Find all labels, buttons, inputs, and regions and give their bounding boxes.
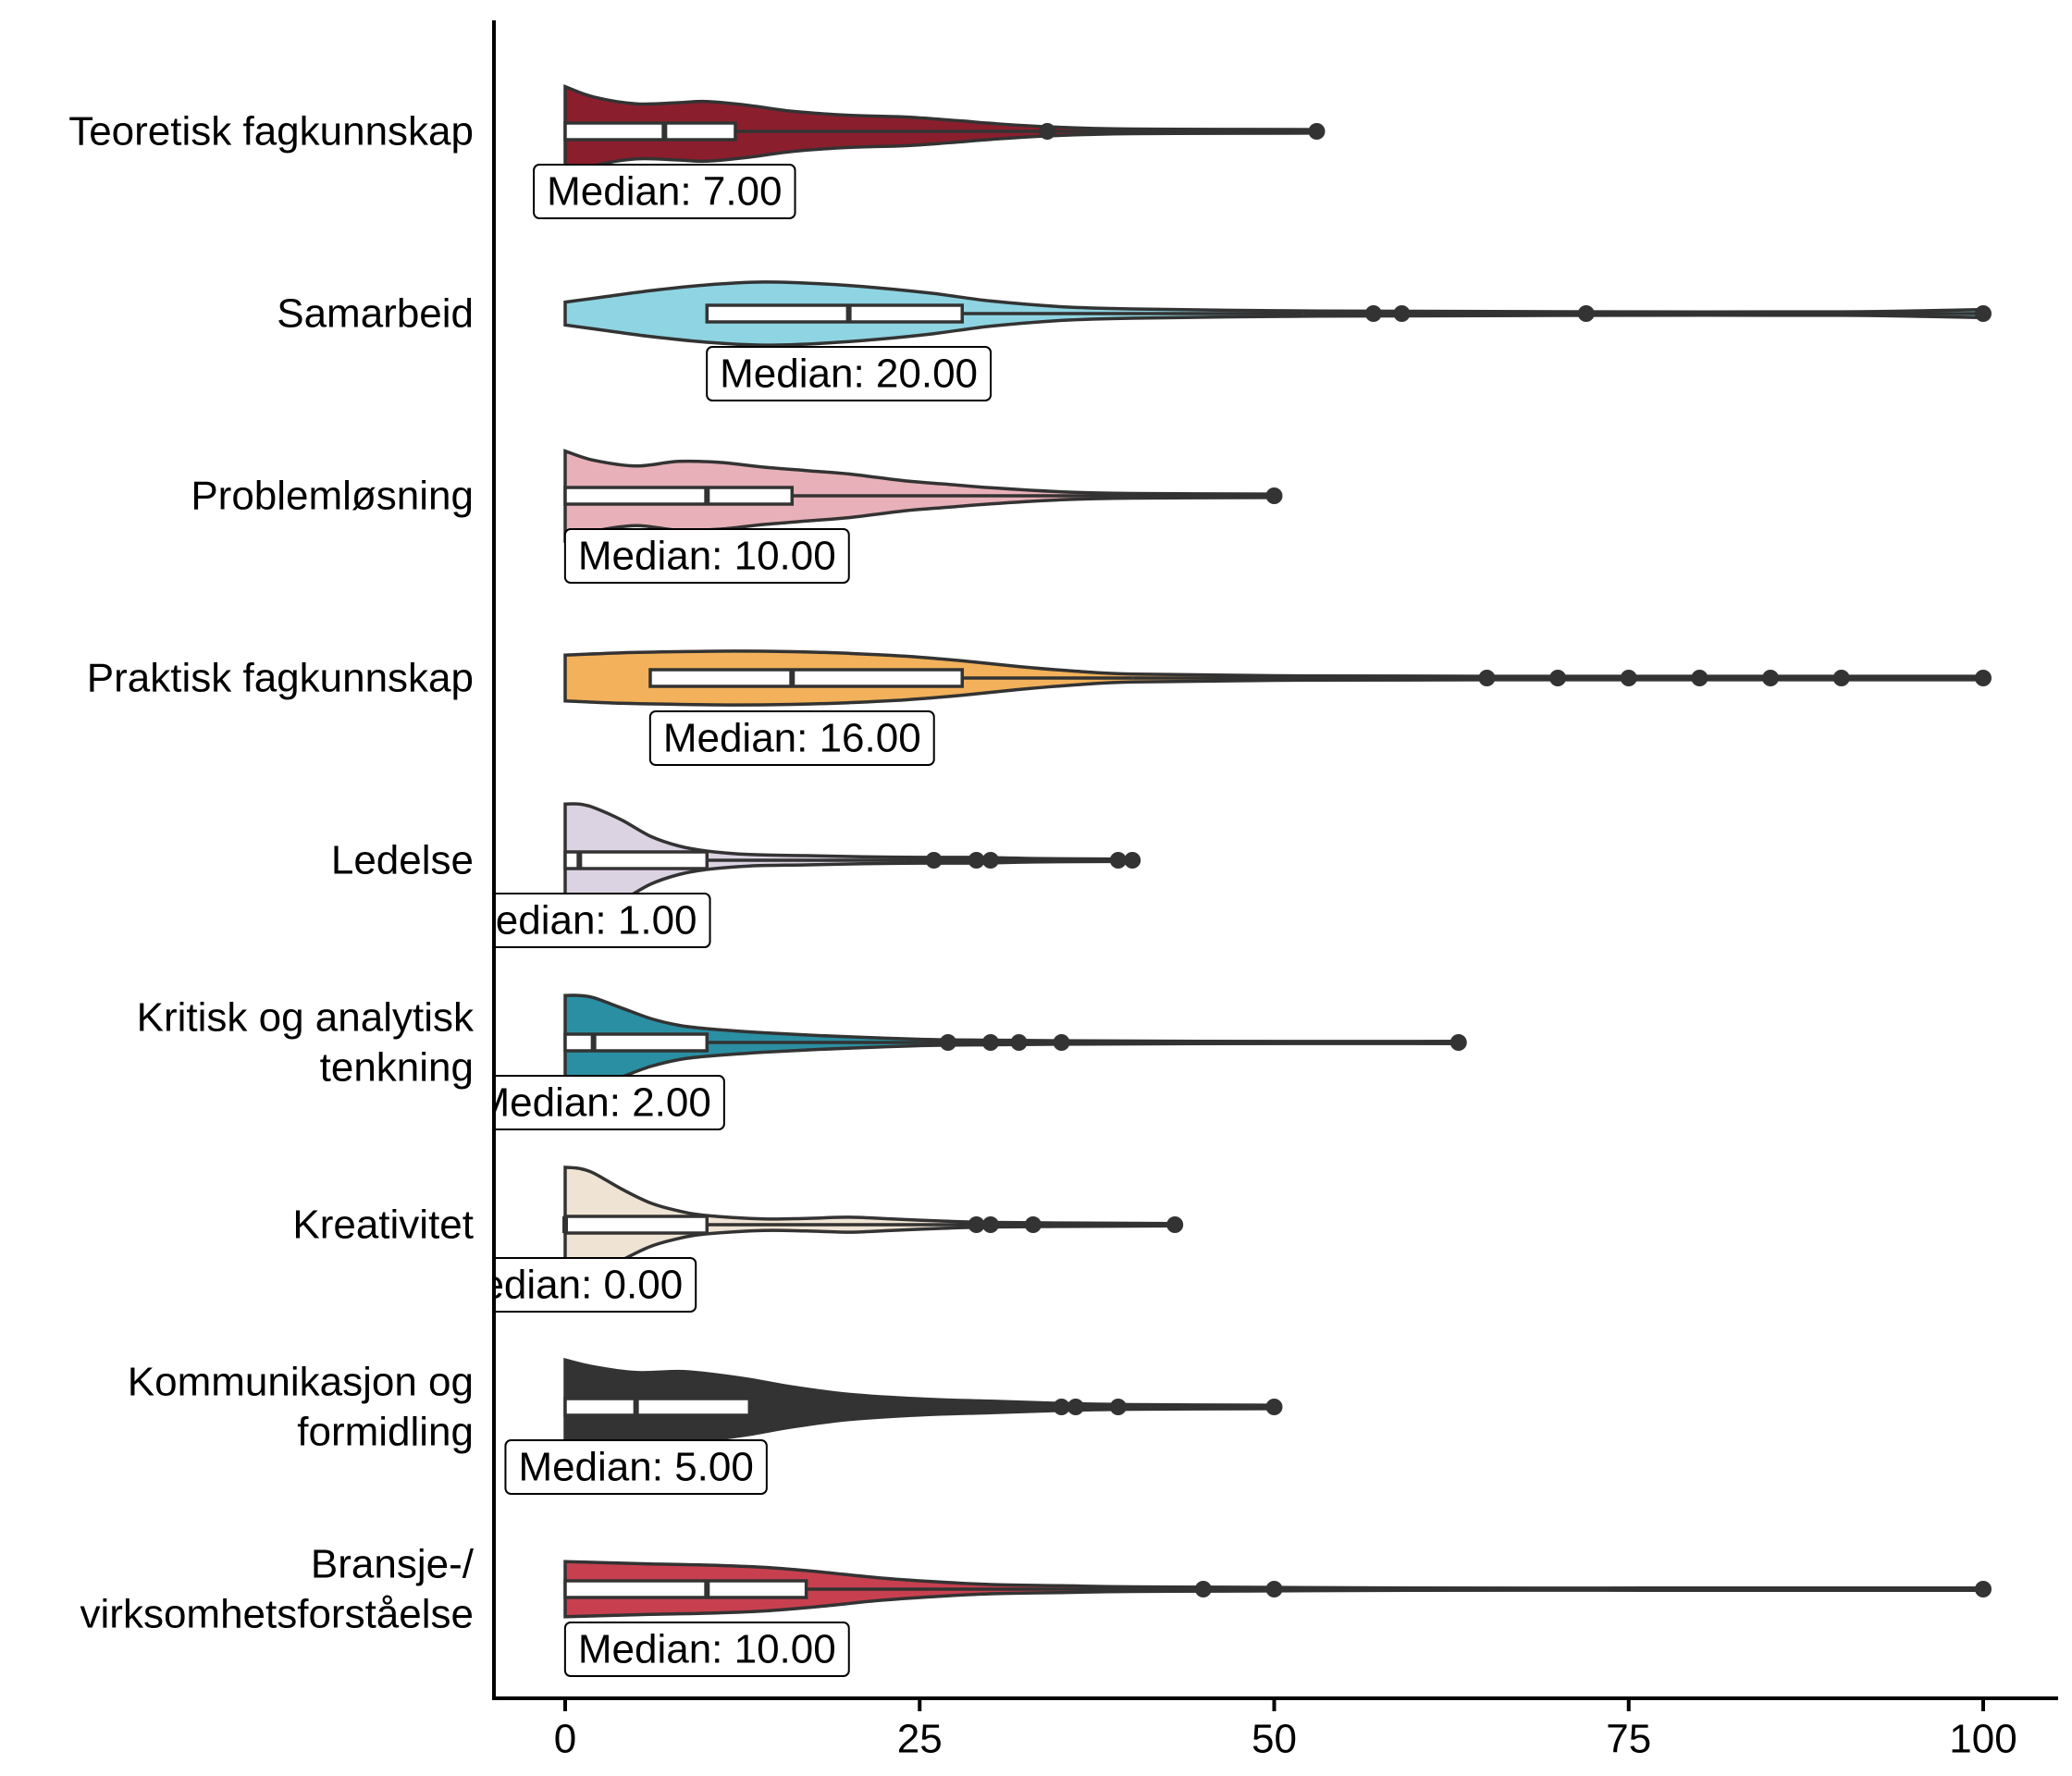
outlier-point <box>1265 487 1283 504</box>
median-label-box <box>648 710 935 766</box>
outlier-point <box>1308 123 1326 140</box>
iqr-box <box>563 1215 709 1235</box>
outlier-point <box>968 852 985 869</box>
median-label-text: Median: 1.00 <box>462 898 697 944</box>
median-label: Median: 20.00 <box>706 346 993 401</box>
category-label: Samarbeid <box>277 291 474 337</box>
x-axis: 0 25 50 75 100 <box>494 1696 2058 1762</box>
category-label: Ledelse <box>331 838 474 883</box>
outlier-point <box>1166 1216 1184 1233</box>
violins-layer <box>562 84 1992 1619</box>
outlier-point <box>968 1216 985 1233</box>
outlier-point <box>1975 305 1992 322</box>
iqr-box <box>563 1032 709 1053</box>
category-label: virksomhetsforståelse <box>80 1592 474 1637</box>
left-mask <box>0 0 494 1776</box>
outlier-point <box>1024 1216 1042 1233</box>
outlier-point <box>1975 670 1992 686</box>
x-tick-label: 100 <box>1949 1717 2016 1762</box>
outlier-point <box>1832 670 1850 686</box>
outlier-point <box>1364 305 1382 322</box>
x-tick-label: 0 <box>554 1717 576 1762</box>
x-tick-label: 25 <box>897 1717 943 1762</box>
category-label: tenkning <box>320 1045 474 1091</box>
iqr-box <box>563 850 709 870</box>
median-label-text: Median: 10.00 <box>578 534 836 579</box>
median-labels-layer: Median: 7.00 Median: 20.00 Median: 10.00 Me… <box>433 164 993 1677</box>
median-label: Median: 1.00 <box>448 893 711 948</box>
violin-group <box>563 1357 1283 1457</box>
iqr-box <box>705 303 964 324</box>
violin-group <box>563 993 1467 1092</box>
outlier-point <box>1577 305 1595 322</box>
median-label: Median: 7.00 <box>533 164 796 219</box>
category-labels: Teoretisk fagkunnskap Samarbeid Problemløs… <box>68 109 475 1637</box>
outlier-point <box>1109 852 1127 869</box>
iqr-box <box>648 668 964 688</box>
category-label: Kritisk og analytisk <box>137 995 475 1041</box>
median-label-text: Median: 5.00 <box>518 1445 753 1490</box>
iqr-box <box>563 486 795 506</box>
outlier-point <box>981 1216 999 1233</box>
outlier-point <box>1620 670 1637 686</box>
outlier-point <box>1975 1581 1992 1597</box>
median-label-text: Median: 16.00 <box>663 716 921 761</box>
iqr-box <box>563 1397 752 1417</box>
median-label: Median: 5.00 <box>504 1439 768 1495</box>
outlier-point <box>1549 670 1567 686</box>
outlier-point <box>1449 1034 1467 1051</box>
outlier-point <box>1393 305 1411 322</box>
outlier-point <box>939 1034 956 1051</box>
median-label-text: Median: 10.00 <box>578 1627 836 1672</box>
outlier-point <box>1067 1399 1084 1415</box>
median-label: Median: 2.00 <box>462 1075 725 1130</box>
category-label: Bransje-/ <box>311 1542 475 1587</box>
median-label: Median: 16.00 <box>648 710 935 766</box>
median-label: Median: 10.00 <box>563 1622 850 1677</box>
violin-group <box>563 280 1992 347</box>
violin-group <box>562 1166 1184 1284</box>
iqr-box <box>563 121 737 142</box>
category-label: Kommunikasjon og <box>128 1360 474 1405</box>
outlier-point <box>1053 1399 1070 1415</box>
median-label-text: Median: 2.00 <box>475 1080 710 1126</box>
x-tick-label: 50 <box>1252 1717 1297 1762</box>
x-tick-label: 75 <box>1606 1717 1651 1762</box>
violin-group <box>563 449 1283 543</box>
category-label: Teoretisk fagkunnskap <box>68 109 474 154</box>
median-label-text: Median: 7.00 <box>547 169 782 215</box>
outlier-point <box>925 852 943 869</box>
outlier-point <box>1010 1034 1028 1051</box>
category-label: Kreativitet <box>292 1202 474 1248</box>
outlier-point <box>1124 852 1141 869</box>
outlier-point <box>1039 123 1056 140</box>
iqr-box <box>563 1579 808 1599</box>
outlier-point <box>981 1034 999 1051</box>
median-label-box <box>563 1622 850 1677</box>
violin-group <box>563 802 1141 919</box>
violin-group <box>563 649 1992 707</box>
outlier-point <box>1691 670 1708 686</box>
outlier-point <box>1478 670 1496 686</box>
median-label-text: Median: 20.00 <box>720 352 978 397</box>
outlier-point <box>1053 1034 1070 1051</box>
outlier-point <box>981 852 999 869</box>
outlier-point <box>1265 1399 1283 1415</box>
outlier-point <box>1194 1581 1212 1597</box>
median-label-box <box>563 528 850 584</box>
category-label: formidling <box>297 1410 474 1455</box>
outlier-point <box>1109 1399 1127 1415</box>
median-label: Median: 10.00 <box>563 528 850 584</box>
median-label-box <box>533 164 796 219</box>
median-label-box <box>504 1439 768 1495</box>
category-label: Problemløsning <box>191 474 474 519</box>
violin-group <box>563 1560 1992 1619</box>
category-label: Praktisk fagkunnskap <box>87 656 474 701</box>
violin-group <box>563 84 1326 179</box>
outlier-point <box>1762 670 1780 686</box>
outlier-point <box>1265 1581 1283 1597</box>
median-label-box <box>706 346 993 401</box>
